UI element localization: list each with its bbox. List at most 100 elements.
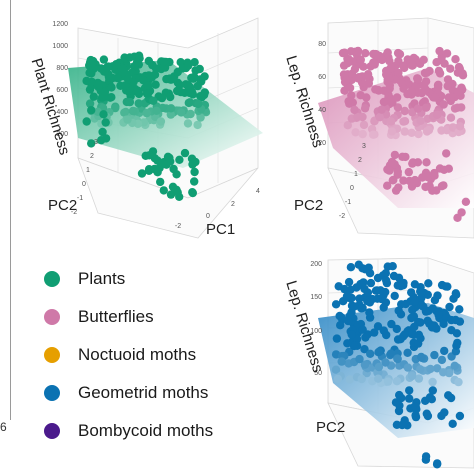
data-point — [344, 97, 353, 106]
data-point — [390, 150, 400, 160]
data-point — [393, 103, 403, 112]
data-point — [168, 75, 177, 84]
data-point — [419, 302, 428, 311]
data-point — [111, 103, 120, 113]
data-point — [183, 119, 193, 128]
data-point — [159, 57, 168, 66]
data-point — [411, 412, 421, 422]
z-tick-label: 200 — [310, 261, 322, 268]
pc2-tick-label: 0 — [82, 181, 86, 188]
data-point — [411, 402, 420, 411]
data-point — [358, 112, 367, 122]
data-point — [374, 362, 384, 372]
data-point — [413, 74, 423, 84]
pc1-tick-label: 2 — [231, 201, 235, 208]
data-point — [345, 375, 354, 384]
legend-label: Plants — [78, 269, 126, 288]
data-point — [137, 169, 147, 178]
data-point — [331, 365, 341, 374]
data-point — [404, 167, 413, 177]
data-point — [165, 153, 174, 162]
data-point — [400, 106, 409, 116]
data-point — [193, 81, 202, 91]
data-point — [166, 110, 175, 119]
data-point — [132, 58, 142, 68]
data-point — [398, 152, 407, 161]
data-point — [355, 294, 364, 303]
data-point — [425, 393, 435, 402]
data-point — [410, 297, 420, 306]
data-point — [185, 88, 194, 98]
z-tick-label: 80 — [318, 41, 326, 48]
data-point — [87, 139, 96, 148]
data-point — [101, 134, 111, 143]
pc2-axis-title: PC2 — [48, 197, 77, 214]
data-point — [184, 98, 193, 108]
data-point — [371, 85, 380, 94]
data-point — [347, 330, 356, 339]
data-point — [357, 374, 366, 384]
data-point — [180, 148, 190, 158]
data-point — [125, 97, 135, 107]
data-point — [382, 66, 391, 76]
data-point — [444, 391, 453, 400]
data-point — [188, 188, 197, 198]
data-point — [416, 334, 425, 343]
data-point — [446, 64, 455, 73]
z-tick-label: 200 — [56, 131, 68, 138]
data-point — [85, 68, 94, 77]
data-point — [355, 354, 364, 364]
data-point — [381, 269, 390, 278]
data-point — [383, 377, 393, 386]
z-tick-label: 40 — [318, 107, 326, 114]
data-point — [190, 167, 199, 177]
data-point — [428, 304, 437, 313]
legend-marker — [44, 385, 60, 401]
data-point — [190, 58, 199, 67]
data-point — [350, 65, 360, 74]
data-point — [145, 151, 154, 160]
data-point — [428, 186, 437, 195]
data-point — [120, 108, 129, 117]
pc2-tick-label: -2 — [339, 213, 345, 220]
pc2-tick-label: 2 — [358, 157, 362, 164]
data-point — [388, 176, 397, 185]
data-point — [414, 374, 424, 383]
data-point — [401, 299, 410, 309]
data-point — [128, 106, 138, 116]
data-point — [108, 73, 117, 83]
pc2-tick-label: -2 — [71, 209, 77, 216]
data-point — [151, 80, 160, 89]
data-point — [346, 263, 356, 272]
legend-marker — [44, 347, 60, 363]
data-point — [396, 310, 406, 319]
z-tick-label: 1000 — [52, 43, 68, 50]
data-point — [331, 300, 341, 309]
data-point — [148, 60, 157, 70]
data-point — [440, 346, 449, 356]
data-point — [143, 89, 152, 98]
data-point — [419, 55, 428, 64]
data-point — [379, 326, 388, 335]
data-point — [166, 104, 176, 113]
data-point — [403, 348, 412, 357]
data-point — [453, 103, 462, 112]
data-point — [403, 363, 413, 372]
pc2-tick-label: 3 — [94, 139, 98, 146]
data-point — [190, 177, 199, 186]
data-point — [435, 69, 445, 78]
z-tick-label: 50 — [314, 370, 322, 377]
data-point — [424, 279, 433, 288]
data-point — [408, 159, 417, 168]
data-point — [175, 155, 184, 164]
data-point — [346, 285, 355, 294]
data-point — [407, 313, 416, 323]
data-point — [149, 96, 158, 106]
pc2-tick-label: 0 — [350, 185, 354, 192]
data-point — [353, 46, 363, 56]
pc1-axis-title: PC1 — [206, 221, 235, 238]
data-point — [446, 113, 456, 122]
